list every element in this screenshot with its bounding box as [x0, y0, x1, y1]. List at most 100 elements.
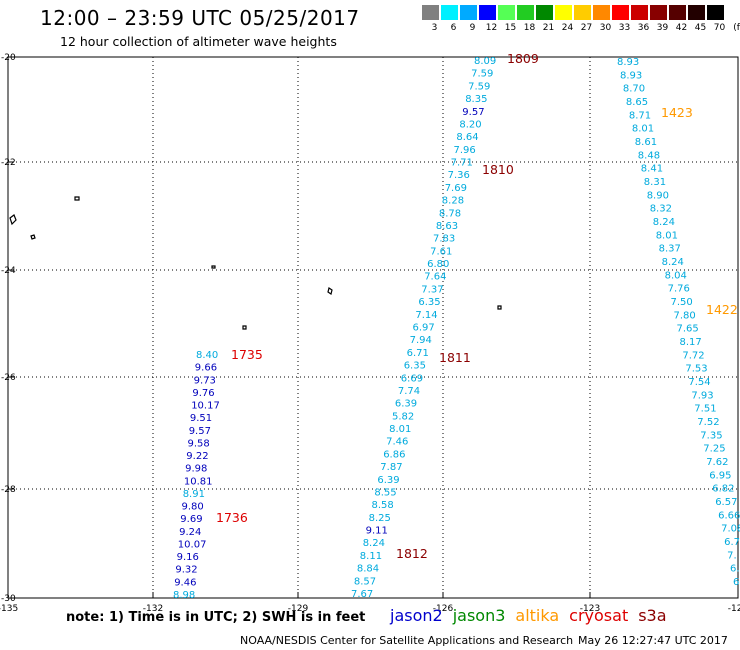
wave-height-value: 7.87 [380, 462, 402, 473]
island-outline [211, 265, 216, 269]
wave-height-value: 7.08 [721, 524, 740, 535]
wave-height-value: 7.83 [433, 234, 455, 245]
wave-height-value: 7.69 [445, 183, 467, 194]
colorbar-swatch [422, 5, 439, 20]
pass-time-label: 1736 [216, 510, 248, 525]
wave-height-value: 8.04 [665, 270, 687, 281]
wave-height-value: 7.64 [424, 272, 446, 283]
wave-height-value: 6.71 [407, 348, 429, 359]
wave-height-value: 9.16 [177, 552, 199, 563]
island-outlines [9, 196, 502, 330]
wave-height-value: 9.46 [174, 577, 196, 588]
colorbar-swatch [631, 5, 648, 20]
wave-height-value: 10.17 [191, 401, 220, 412]
satellite-legend-item: jason2 [390, 606, 443, 625]
wave-height-value: 8.24 [653, 217, 675, 228]
wave-height-value: 6.69 [401, 373, 423, 384]
wave-height-value: 7.25 [703, 444, 725, 455]
wave-height-value: 7.51 [694, 404, 716, 415]
wave-height-value: 7.14 [415, 310, 437, 321]
colorbar-label: 70 [713, 23, 726, 33]
wave-height-value: 7.74 [398, 386, 420, 397]
colorbar-label: 42 [675, 23, 688, 33]
chart-subtitle: 12 hour collection of altimeter wave hei… [60, 34, 337, 49]
wave-height-value: 9.57 [462, 107, 484, 118]
wave-height-value: 8.55 [374, 488, 396, 499]
wave-height-value: 8.01 [389, 424, 411, 435]
colorbar-swatch [555, 5, 572, 20]
wave-height-value: 8.71 [629, 110, 651, 121]
wave-height-value: 9.22 [186, 451, 208, 462]
wave-height-value: 8.91 [183, 489, 205, 500]
wave-height-value: 5.82 [392, 411, 414, 422]
island-outline [242, 325, 247, 330]
wave-height-value: 8.28 [442, 196, 464, 207]
wave-height-value: 9.98 [185, 464, 207, 475]
wave-height-value: 7.54 [688, 377, 710, 388]
wave-height-value: 6.35 [404, 361, 426, 372]
colorbar-label: 33 [618, 23, 631, 33]
map-border [7, 56, 739, 599]
satellite-legend-item: jason3 [452, 606, 506, 625]
wave-height-value: 8.58 [372, 500, 394, 511]
wave-height-value: 8.31 [644, 177, 666, 188]
credit-line: NOAA/NESDIS Center for Satellite Applica… [240, 634, 574, 647]
colorbar-label: 9 [469, 23, 476, 33]
colorbar-swatch [498, 5, 515, 20]
pass-time-label: 1810 [482, 162, 514, 177]
island-outline [74, 196, 80, 201]
wave-height-value: 6.97 [413, 323, 435, 334]
wave-height-value: 8.63 [436, 221, 458, 232]
colorbar-swatch [479, 5, 496, 20]
wave-height-value: 7.67 [351, 589, 373, 600]
colorbar-label: 30 [599, 23, 612, 33]
lat-tick-label: -24 [1, 266, 16, 276]
lon-tick-label: -123 [580, 604, 600, 614]
wave-height-value: 8.65 [626, 97, 648, 108]
wave-height-value: 8.24 [363, 538, 385, 549]
wave-height-value: 9.51 [190, 413, 212, 424]
wave-height-value: 8.70 [623, 84, 645, 95]
colorbar-swatch [650, 5, 667, 20]
wave-height-value: 6.7 [724, 537, 740, 548]
colorbar-swatch [536, 5, 553, 20]
wave-height-value: 8.35 [465, 94, 487, 105]
wave-height-value: 7.76 [668, 284, 690, 295]
wave-height-value: 8.20 [459, 120, 481, 131]
wave-height-value: 8.25 [369, 513, 391, 524]
wave-height-value: 7.94 [410, 335, 432, 346]
wave-height-value: 8.57 [354, 576, 376, 587]
wave-height-value: 10.07 [178, 540, 207, 551]
lon-tick-label: -120 [728, 604, 740, 614]
wave-height-value: 8.84 [357, 564, 379, 575]
wave-height-value: 7.59 [468, 81, 490, 92]
pass-time-label: 1423 [661, 105, 693, 120]
colorbar-label: 6 [450, 23, 457, 33]
colorbar-label: 21 [542, 23, 555, 33]
lon-tick-label: -132 [143, 604, 163, 614]
wave-height-value: 6.66 [718, 510, 740, 521]
wave-height-value: 7.46 [386, 437, 408, 448]
wave-height-value: 7.36 [448, 170, 470, 181]
wave-height-value: 8.17 [680, 337, 702, 348]
wave-height-value: 7.71 [451, 158, 473, 169]
units-note: note: 1) Time is in UTC; 2) SWH is in fe… [66, 610, 366, 625]
lat-tick-label: -22 [1, 158, 16, 168]
wave-height-value: 8.93 [620, 70, 642, 81]
colorbar-label: 12 [485, 23, 498, 33]
colorbar-swatch [517, 5, 534, 20]
colorbar-label: 3 [431, 23, 438, 33]
wave-height-value: 8.09 [474, 56, 496, 67]
wave-height-value: 9.73 [194, 375, 216, 386]
wave-height-value: 8.64 [456, 132, 478, 143]
satellite-legend-item: altika [515, 606, 560, 625]
wave-height-value: 9.57 [189, 426, 211, 437]
wave-height-value: 9.11 [366, 526, 388, 537]
wave-height-value: 6.39 [395, 399, 417, 410]
lat-tick-label: -28 [1, 485, 16, 495]
wave-height-value: 6.35 [418, 297, 440, 308]
wave-height-value: 8.32 [650, 204, 672, 215]
wave-height-value: 6.80 [427, 259, 449, 270]
pass-time-label: 1812 [396, 546, 428, 561]
